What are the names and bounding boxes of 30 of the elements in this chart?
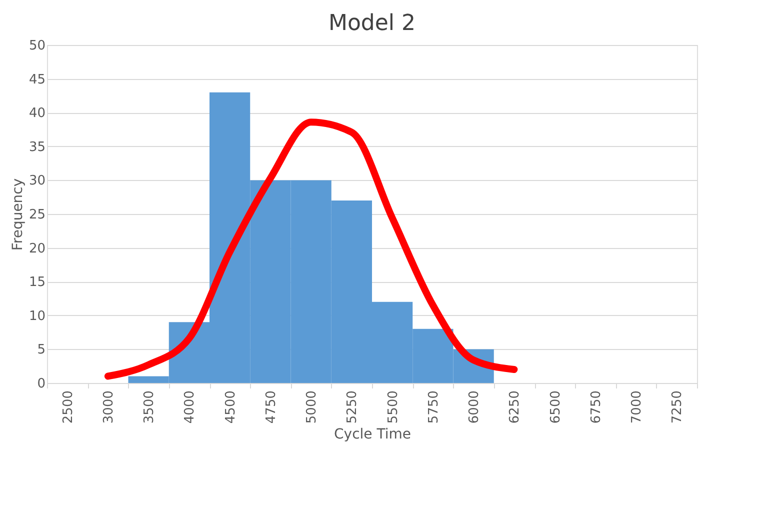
x-tick-label: 7250	[670, 390, 686, 424]
x-tick-label: 6500	[548, 390, 564, 424]
x-tick-label: 6750	[588, 390, 604, 424]
x-tick-label: 2500	[60, 390, 76, 424]
x-tick-label: 5250	[345, 390, 360, 424]
y-tick-label: 0	[37, 376, 46, 392]
y-tick-label: 30	[28, 174, 46, 189]
y-tick-label: 50	[28, 38, 46, 54]
x-tick-label: 5500	[386, 390, 401, 424]
y-tick-label: 20	[28, 241, 46, 256]
x-tick-label: 6250	[508, 390, 523, 424]
y-tick-label: 40	[28, 106, 46, 122]
x-axis-title: Cycle Time	[334, 426, 411, 443]
x-tick-label: 4750	[264, 390, 279, 424]
x-tick-label: 3000	[101, 390, 116, 424]
y-tick-label: 5	[37, 342, 46, 358]
x-tick-label: 3500	[142, 390, 158, 424]
y-tick-label: 25	[28, 208, 46, 222]
x-tick-label: 4000	[182, 390, 198, 424]
x-tick-label: 4500	[223, 390, 238, 424]
x-tick-label: 5000	[304, 390, 320, 424]
y-tick-label: 10	[28, 308, 46, 324]
x-tick-label: 7000	[630, 390, 645, 424]
y-tick-label: 15	[28, 275, 46, 290]
y-tick-label: 45	[28, 72, 46, 88]
y-tick-label: 35	[28, 140, 46, 155]
chart-title: Model 2	[328, 11, 416, 36]
x-tick-label: 6000	[467, 390, 482, 424]
x-tick-label: 5750	[426, 390, 442, 424]
y-axis-title: Frequency	[10, 178, 26, 251]
